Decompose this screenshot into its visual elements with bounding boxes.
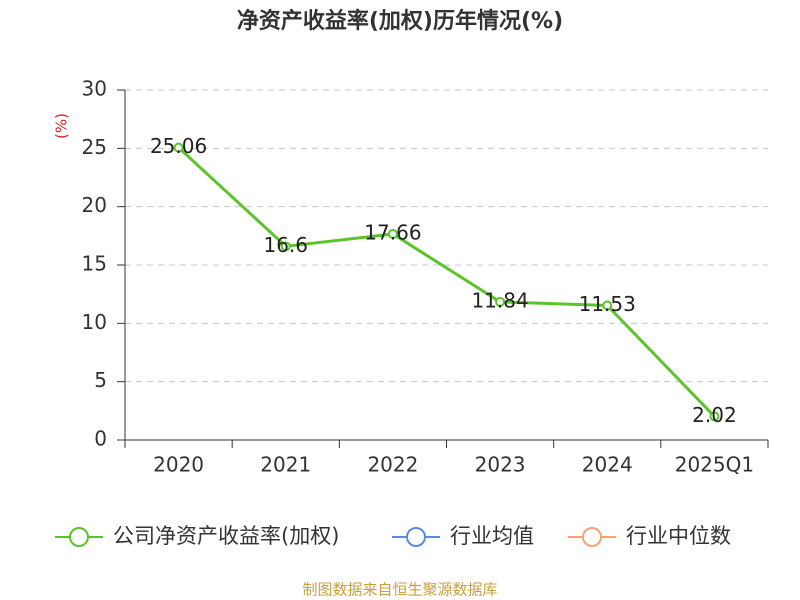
y-tick-label: 15 xyxy=(82,252,107,276)
data-label: 25.06 xyxy=(150,134,207,158)
data-label: 2.02 xyxy=(692,403,737,427)
chart-title: 净资产收益率(加权)历年情况(%) xyxy=(237,8,563,34)
legend-label: 公司净资产收益率(加权) xyxy=(113,524,339,548)
data-label: 17.66 xyxy=(364,220,421,244)
x-tick-label: 2025Q1 xyxy=(675,453,754,477)
y-tick-label: 5 xyxy=(94,368,107,392)
source-note: 制图数据来自恒生聚源数据库 xyxy=(302,581,497,599)
y-tick-label: 0 xyxy=(94,427,107,451)
legend-marker xyxy=(582,527,602,547)
data-label: 11.53 xyxy=(579,292,636,316)
data-label: 16.6 xyxy=(263,233,308,257)
x-tick-label: 2020 xyxy=(153,453,204,477)
legend-marker xyxy=(406,527,426,547)
x-tick-label: 2022 xyxy=(367,453,418,477)
y-tick-label: 10 xyxy=(82,310,107,334)
data-point xyxy=(495,296,506,307)
data-label: 11.84 xyxy=(471,288,528,312)
data-point xyxy=(709,411,720,422)
data-point xyxy=(173,142,184,153)
legend-label: 行业均值 xyxy=(450,524,534,548)
y-tick-label: 25 xyxy=(82,135,107,159)
x-tick-label: 2024 xyxy=(582,453,633,477)
x-tick-label: 2021 xyxy=(260,453,311,477)
data-point xyxy=(387,228,398,239)
legend-marker xyxy=(69,527,89,547)
x-tick-label: 2023 xyxy=(475,453,526,477)
data-point xyxy=(602,300,613,311)
legend-label: 行业中位数 xyxy=(626,524,731,548)
y-axis-label: (%) xyxy=(53,113,71,139)
y-tick-label: 30 xyxy=(82,77,107,101)
data-point xyxy=(280,241,291,252)
series-line xyxy=(177,146,716,418)
y-tick-label: 20 xyxy=(82,193,107,217)
